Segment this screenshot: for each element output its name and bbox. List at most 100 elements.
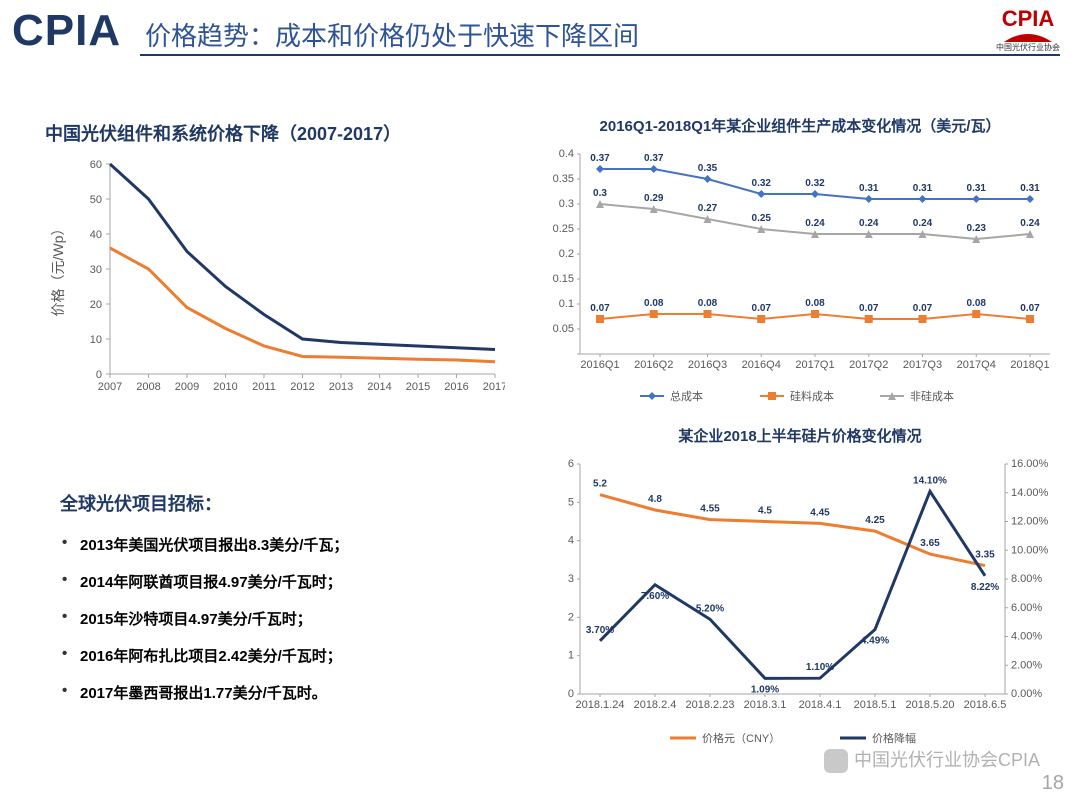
svg-text:14.00%: 14.00% xyxy=(1011,487,1049,499)
svg-text:2017Q4: 2017Q4 xyxy=(957,359,996,371)
svg-text:0.24: 0.24 xyxy=(859,218,879,229)
svg-text:非硅成本: 非硅成本 xyxy=(910,389,954,403)
svg-text:0.37: 0.37 xyxy=(644,153,664,164)
svg-text:0.2: 0.2 xyxy=(559,248,574,260)
chart-component-cost: 2016Q1-2018Q1年某企业组件生产成本变化情况（美元/瓦） 0.050.… xyxy=(540,115,1060,419)
svg-text:4.49%: 4.49% xyxy=(861,635,889,646)
svg-text:2016Q1: 2016Q1 xyxy=(580,359,619,371)
svg-text:硅料成本: 硅料成本 xyxy=(790,389,834,403)
svg-text:2018.2.4: 2018.2.4 xyxy=(634,699,677,711)
svg-text:40: 40 xyxy=(90,229,102,241)
svg-text:3.35: 3.35 xyxy=(975,550,995,561)
svg-text:2016: 2016 xyxy=(444,381,468,393)
svg-text:2017: 2017 xyxy=(483,381,505,393)
svg-text:30: 30 xyxy=(90,264,102,276)
svg-text:总成本: 总成本 xyxy=(670,389,703,403)
svg-text:0.08: 0.08 xyxy=(698,298,718,309)
svg-text:2010: 2010 xyxy=(213,381,237,393)
svg-text:2017Q1: 2017Q1 xyxy=(795,359,834,371)
logo-right-subtitle: 中国光伏行业协会 xyxy=(996,42,1060,53)
svg-text:0.07: 0.07 xyxy=(752,303,772,314)
svg-text:12.00%: 12.00% xyxy=(1011,516,1049,528)
svg-text:2011: 2011 xyxy=(252,381,276,393)
svg-text:50: 50 xyxy=(90,194,102,206)
chart-wafer-price: 某企业2018上半年硅片价格变化情况 01234560.00%2.00%4.00… xyxy=(540,425,1060,759)
svg-text:0.07: 0.07 xyxy=(590,303,610,314)
bidding-list: 2013年美国光伏项目报出8.3美分/千瓦；2014年阿联酋项目报4.97美分/… xyxy=(60,534,510,703)
chart1-title: 中国光伏组件和系统价格下降（2007-2017） xyxy=(45,120,505,146)
svg-text:价格降幅: 价格降幅 xyxy=(872,731,916,745)
svg-text:0.32: 0.32 xyxy=(805,178,825,189)
logo-right: CPIA 中国光伏行业协会 xyxy=(996,6,1060,53)
svg-text:0.07: 0.07 xyxy=(859,303,879,314)
svg-text:0.4: 0.4 xyxy=(559,148,574,160)
svg-text:7.60%: 7.60% xyxy=(641,591,669,602)
svg-text:0.3: 0.3 xyxy=(559,198,574,210)
bidding-item: 2016年阿布扎比项目2.42美分/千瓦时； xyxy=(60,645,510,666)
logo-right-text: CPIA xyxy=(996,6,1060,32)
page-number: 18 xyxy=(1042,772,1064,795)
svg-text:0.31: 0.31 xyxy=(1020,183,1040,194)
svg-text:2018.6.5: 2018.6.5 xyxy=(964,699,1007,711)
svg-text:4.5: 4.5 xyxy=(758,506,772,517)
svg-text:0.25: 0.25 xyxy=(553,223,574,235)
svg-text:60: 60 xyxy=(90,159,102,171)
svg-text:2014: 2014 xyxy=(367,381,391,393)
svg-text:20: 20 xyxy=(90,299,102,311)
svg-text:2018.5.20: 2018.5.20 xyxy=(906,699,955,711)
svg-text:2018.2.23: 2018.2.23 xyxy=(686,699,735,711)
svg-text:0.32: 0.32 xyxy=(752,178,772,189)
svg-text:4: 4 xyxy=(568,535,574,547)
svg-text:2013: 2013 xyxy=(329,381,353,393)
svg-text:0.07: 0.07 xyxy=(1020,303,1040,314)
svg-text:1.10%: 1.10% xyxy=(806,662,834,673)
svg-text:2016Q3: 2016Q3 xyxy=(688,359,727,371)
svg-text:2: 2 xyxy=(568,611,574,623)
svg-text:3: 3 xyxy=(568,573,574,585)
svg-text:0.23: 0.23 xyxy=(967,223,987,234)
bidding-title: 全球光伏项目招标： xyxy=(60,490,510,516)
svg-text:0.25: 0.25 xyxy=(752,213,772,224)
logo-sun-icon xyxy=(1004,32,1052,42)
svg-text:10: 10 xyxy=(90,334,102,346)
svg-text:8.22%: 8.22% xyxy=(971,582,999,593)
svg-text:2015: 2015 xyxy=(406,381,430,393)
svg-text:0.08: 0.08 xyxy=(644,298,664,309)
svg-text:0.27: 0.27 xyxy=(698,203,718,214)
svg-text:2009: 2009 xyxy=(175,381,199,393)
svg-text:3.65: 3.65 xyxy=(920,538,940,549)
svg-text:0: 0 xyxy=(96,369,102,381)
svg-text:4.00%: 4.00% xyxy=(1011,631,1042,643)
chart3-title: 某企业2018上半年硅片价格变化情况 xyxy=(540,425,1060,446)
chart2-svg: 0.050.10.150.20.250.30.350.42016Q12016Q2… xyxy=(540,144,1060,414)
svg-text:5: 5 xyxy=(568,496,574,508)
title-underline xyxy=(140,54,1060,56)
wechat-icon xyxy=(824,749,848,773)
svg-text:1: 1 xyxy=(568,650,574,662)
svg-text:6.00%: 6.00% xyxy=(1011,602,1042,614)
svg-text:10.00%: 10.00% xyxy=(1011,544,1049,556)
chart-module-system-price: 中国光伏组件和系统价格下降（2007-2017） 0 10 20 30 40 50 60 20… xyxy=(45,120,505,409)
svg-text:0.15: 0.15 xyxy=(553,273,574,285)
svg-text:0.31: 0.31 xyxy=(859,183,879,194)
svg-text:6: 6 xyxy=(568,458,574,470)
svg-text:4.8: 4.8 xyxy=(648,494,662,505)
bidding-item: 2015年沙特项目4.97美分/千瓦时； xyxy=(60,608,510,629)
svg-text:0.35: 0.35 xyxy=(553,173,574,185)
svg-text:4.55: 4.55 xyxy=(700,504,720,515)
svg-text:2007: 2007 xyxy=(98,381,122,393)
svg-text:4.25: 4.25 xyxy=(865,515,885,526)
svg-text:2.00%: 2.00% xyxy=(1011,659,1042,671)
svg-text:2018.3.1: 2018.3.1 xyxy=(744,699,787,711)
svg-text:2018.5.1: 2018.5.1 xyxy=(854,699,897,711)
watermark: 中国光伏行业协会CPIA xyxy=(824,746,1040,773)
svg-text:0: 0 xyxy=(568,688,574,700)
svg-text:0.07: 0.07 xyxy=(913,303,933,314)
svg-text:2018.4.1: 2018.4.1 xyxy=(799,699,842,711)
svg-text:0.35: 0.35 xyxy=(698,163,718,174)
svg-text:0.24: 0.24 xyxy=(805,218,825,229)
svg-text:0.05: 0.05 xyxy=(553,323,574,335)
svg-text:16.00%: 16.00% xyxy=(1011,458,1049,470)
svg-text:1.09%: 1.09% xyxy=(751,684,779,695)
svg-text:0.08: 0.08 xyxy=(805,298,825,309)
